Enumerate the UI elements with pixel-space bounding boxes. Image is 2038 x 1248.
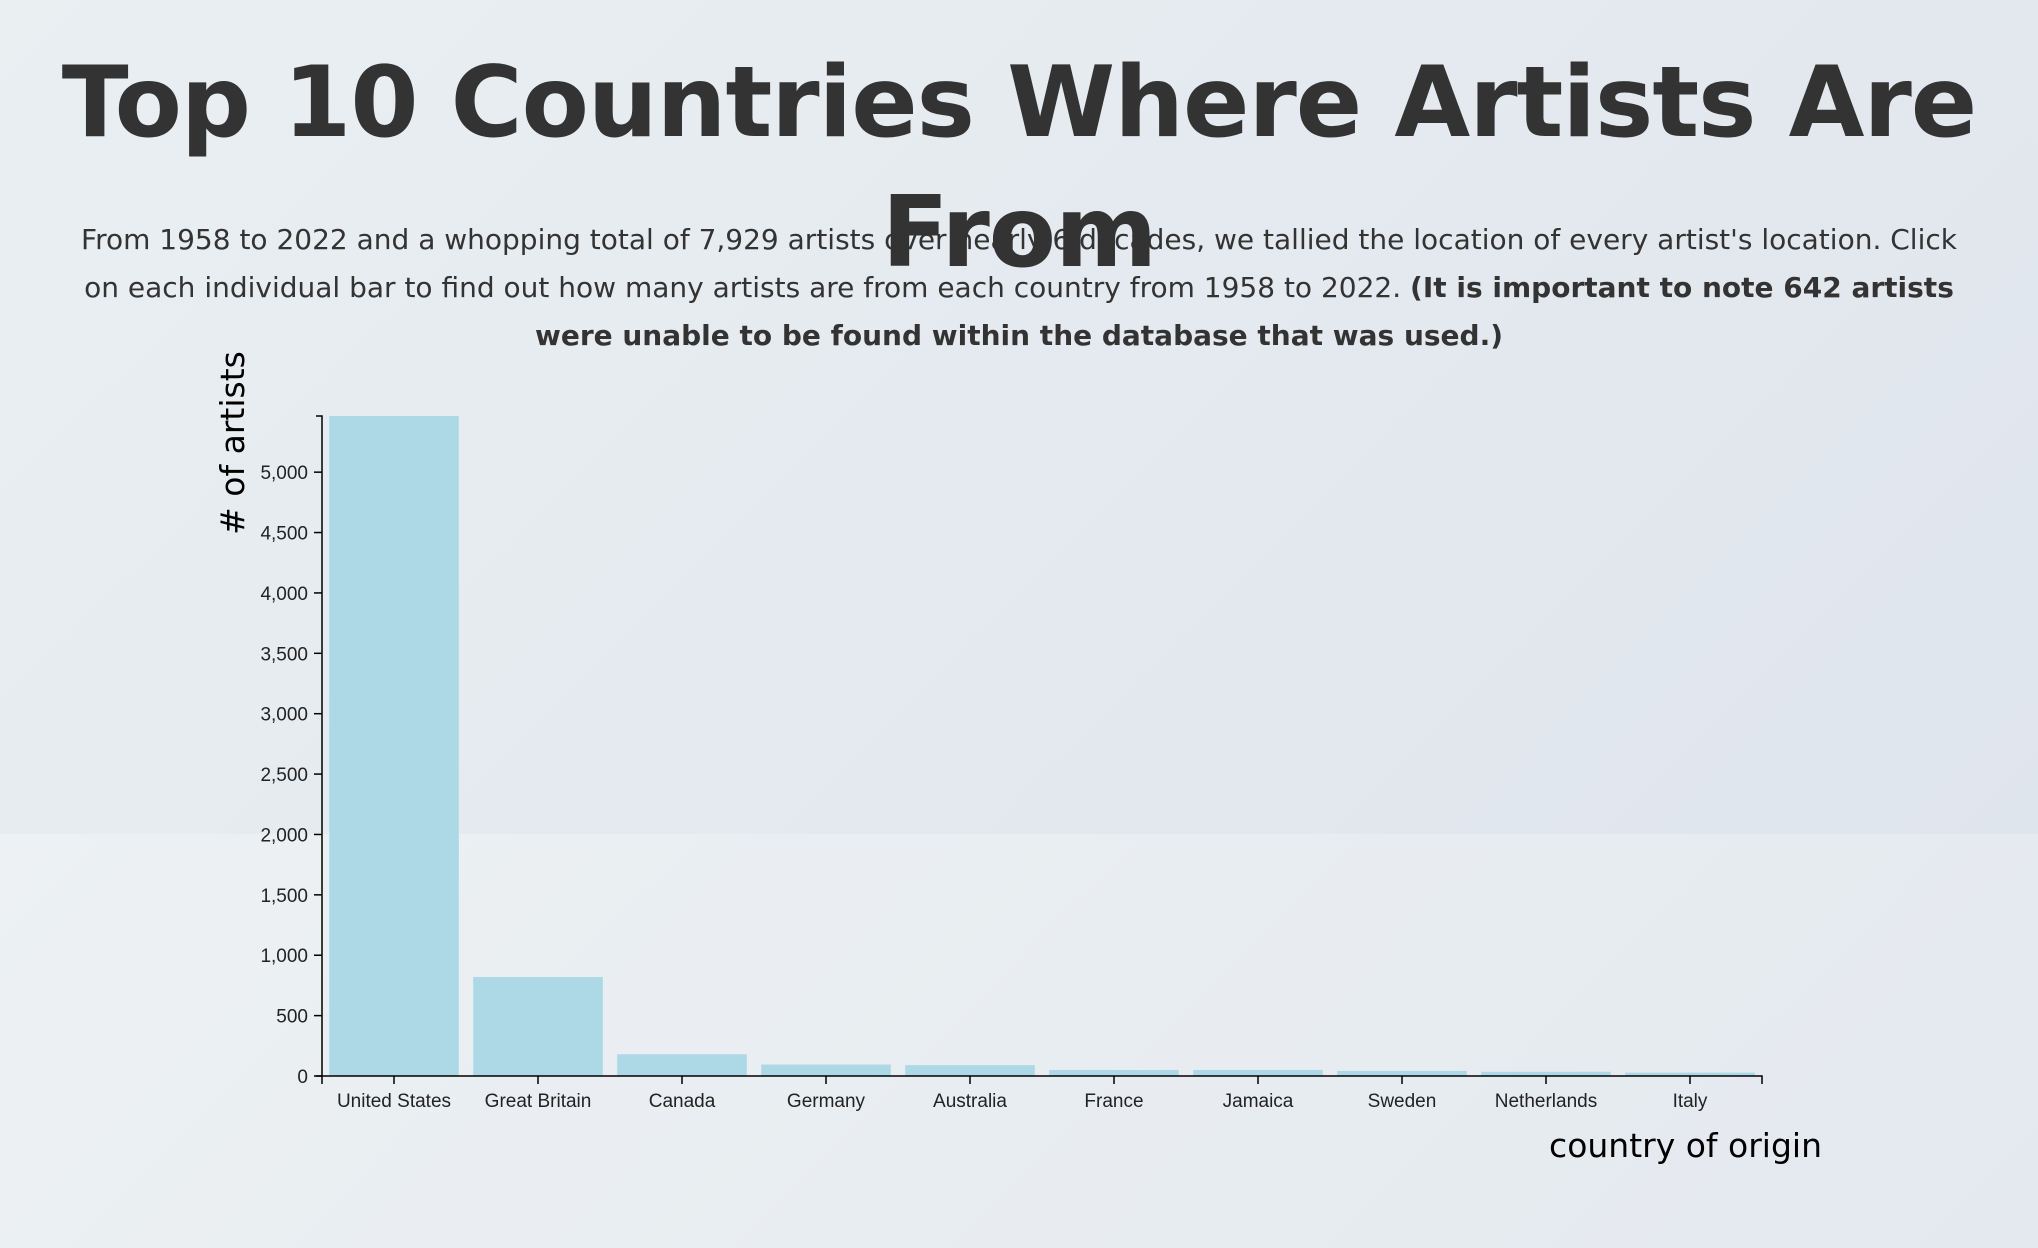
x-tick-label: Germany bbox=[787, 1091, 866, 1112]
bar-italy[interactable] bbox=[1625, 1072, 1755, 1076]
x-tick-label: Jamaica bbox=[1223, 1091, 1294, 1112]
x-axis-line bbox=[321, 1075, 1763, 1084]
y-tick-label: 3,000 bbox=[260, 705, 308, 726]
y-tick-label: 1,500 bbox=[260, 886, 308, 907]
y-tick-label: 1,000 bbox=[260, 946, 308, 967]
description-note: (It is important to note 642 artists wer… bbox=[534, 271, 1954, 352]
y-axis-label: # of artists bbox=[213, 351, 252, 535]
y-tick-label: 0 bbox=[297, 1067, 308, 1088]
bar-sweden[interactable] bbox=[1337, 1070, 1467, 1076]
bar-france[interactable] bbox=[1049, 1069, 1179, 1076]
x-tick-label: Netherlands bbox=[1495, 1091, 1597, 1112]
y-tick-label: 2,500 bbox=[260, 765, 308, 786]
y-tick-label: 2,000 bbox=[260, 825, 308, 846]
bar-netherlands[interactable] bbox=[1481, 1071, 1611, 1076]
y-tick-label: 4,000 bbox=[260, 584, 308, 605]
y-axis: 0 500 1,000 1,500 2,000 2,500 3,000 3,500 4,000 4… bbox=[260, 415, 323, 1088]
x-tick-label: Sweden bbox=[1368, 1091, 1437, 1112]
bar-germany[interactable] bbox=[761, 1064, 891, 1076]
x-axis: United States Great Britain Canada Germany A… bbox=[321, 1075, 1763, 1112]
bar-canada[interactable] bbox=[617, 1054, 747, 1076]
y-axis-line bbox=[316, 415, 323, 1077]
bar-australia[interactable] bbox=[905, 1065, 1035, 1076]
description-text: From 1958 to 2022 and a whopping total o… bbox=[81, 223, 1957, 304]
y-tick-label: 500 bbox=[276, 1007, 308, 1028]
x-tick-label: Australia bbox=[933, 1091, 1007, 1112]
bars-group bbox=[329, 416, 1755, 1076]
x-tick-label: Italy bbox=[1673, 1091, 1708, 1112]
bar-great-britain[interactable] bbox=[473, 976, 603, 1076]
page-description: From 1958 to 2022 and a whopping total o… bbox=[60, 216, 1978, 360]
page-title: Top 10 Countries Where Artists Are From bbox=[61, 46, 1978, 290]
x-tick-label: France bbox=[1084, 1091, 1143, 1112]
x-tick-label: Canada bbox=[649, 1091, 716, 1112]
y-tick-label: 3,500 bbox=[260, 644, 308, 665]
y-tick-label: 5,000 bbox=[260, 463, 308, 484]
bar-united-states[interactable] bbox=[329, 416, 459, 1076]
x-axis-label: country of origin bbox=[1549, 1126, 1822, 1165]
x-tick-label: Great Britain bbox=[485, 1091, 592, 1112]
bar-jamaica[interactable] bbox=[1193, 1069, 1323, 1076]
y-tick-label: 4,500 bbox=[260, 524, 308, 545]
x-tick-label: United States bbox=[337, 1091, 451, 1112]
